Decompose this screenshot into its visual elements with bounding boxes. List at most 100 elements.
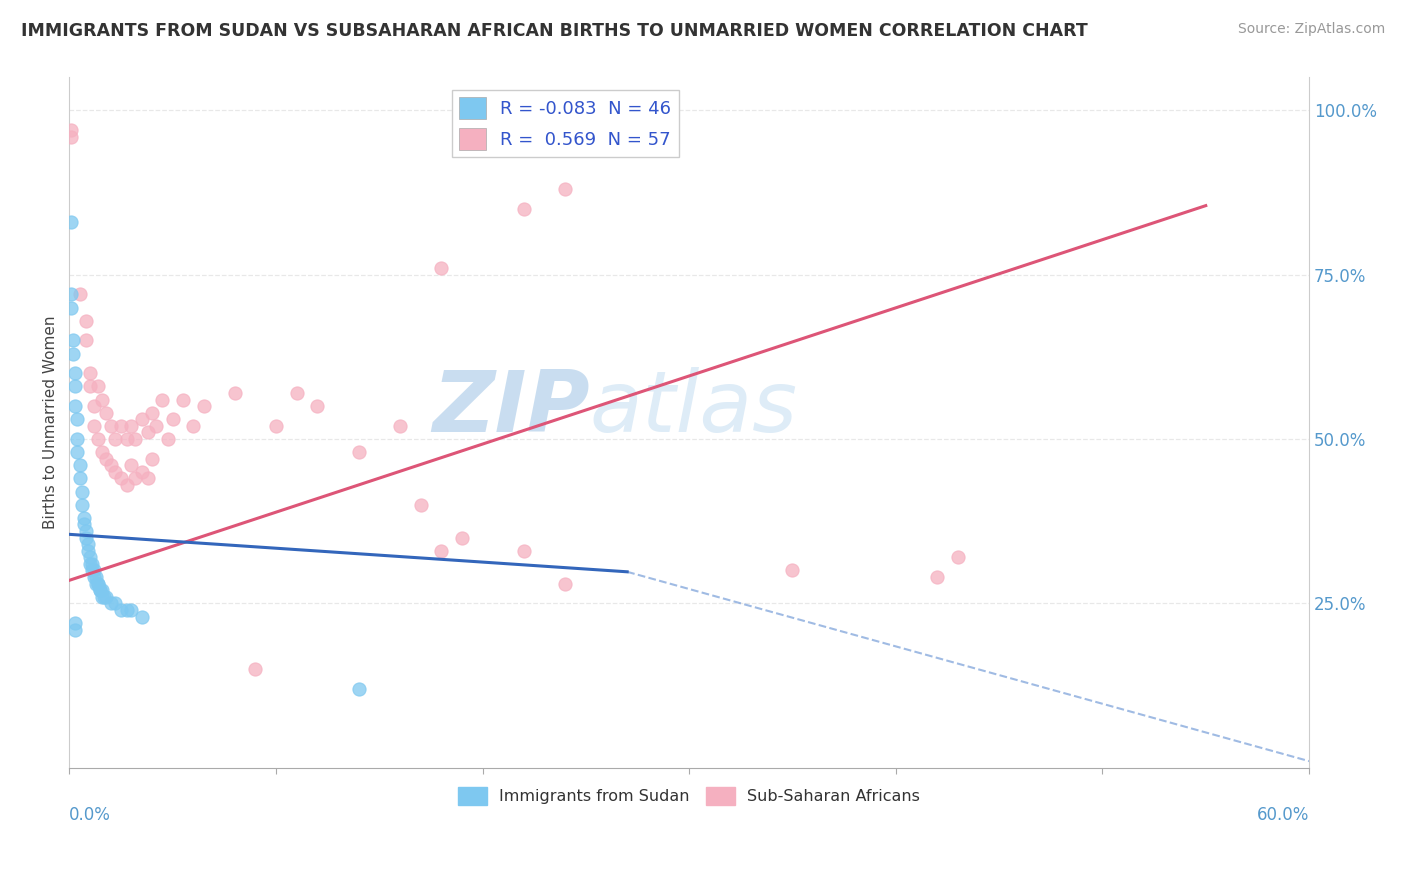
- Point: [110, 418, 132, 433]
- Point: [946, 550, 969, 565]
- Point: [100, 596, 122, 610]
- Point: [83, 418, 105, 433]
- Text: 60.0%: 60.0%: [1257, 805, 1309, 823]
- Point: [96, 590, 118, 604]
- Point: [75, 531, 97, 545]
- Point: [120, 603, 142, 617]
- Point: [96, 406, 118, 420]
- Point: [115, 478, 138, 492]
- Point: [145, 418, 167, 433]
- Point: [554, 182, 576, 196]
- Point: [75, 314, 97, 328]
- Point: [60, 129, 83, 144]
- Point: [245, 662, 267, 676]
- Point: [65, 399, 87, 413]
- Point: [83, 570, 105, 584]
- Point: [76, 537, 98, 551]
- Point: [131, 412, 153, 426]
- Point: [87, 432, 110, 446]
- Point: [79, 557, 101, 571]
- Point: [79, 366, 101, 380]
- Point: [79, 379, 101, 393]
- Point: [172, 392, 194, 407]
- Point: [80, 564, 103, 578]
- Point: [104, 465, 127, 479]
- Point: [115, 603, 138, 617]
- Point: [93, 590, 115, 604]
- Point: [115, 432, 138, 446]
- Point: [84, 570, 107, 584]
- Point: [62, 334, 84, 348]
- Point: [73, 511, 96, 525]
- Point: [83, 564, 105, 578]
- Point: [513, 543, 536, 558]
- Point: [89, 583, 111, 598]
- Text: IMMIGRANTS FROM SUDAN VS SUBSAHARAN AFRICAN BIRTHS TO UNMARRIED WOMEN CORRELATIO: IMMIGRANTS FROM SUDAN VS SUBSAHARAN AFRI…: [21, 22, 1088, 40]
- Text: 0.0%: 0.0%: [69, 805, 111, 823]
- Point: [120, 458, 142, 473]
- Point: [181, 418, 204, 433]
- Point: [75, 334, 97, 348]
- Point: [120, 418, 142, 433]
- Point: [224, 386, 246, 401]
- Point: [66, 432, 89, 446]
- Point: [285, 386, 308, 401]
- Legend: R = -0.083  N = 46, R =  0.569  N = 57: R = -0.083 N = 46, R = 0.569 N = 57: [451, 90, 679, 158]
- Point: [388, 418, 411, 433]
- Point: [87, 576, 110, 591]
- Point: [782, 564, 804, 578]
- Point: [87, 576, 110, 591]
- Point: [79, 550, 101, 565]
- Point: [124, 471, 146, 485]
- Point: [80, 557, 103, 571]
- Point: [76, 543, 98, 558]
- Point: [83, 399, 105, 413]
- Point: [91, 590, 114, 604]
- Text: atlas: atlas: [591, 368, 799, 450]
- Point: [70, 498, 93, 512]
- Point: [66, 445, 89, 459]
- Point: [69, 458, 91, 473]
- Text: Source: ZipAtlas.com: Source: ZipAtlas.com: [1237, 22, 1385, 37]
- Point: [65, 623, 87, 637]
- Point: [927, 570, 949, 584]
- Point: [264, 418, 287, 433]
- Point: [100, 418, 122, 433]
- Point: [100, 458, 122, 473]
- Point: [104, 596, 127, 610]
- Point: [162, 412, 184, 426]
- Point: [75, 524, 97, 538]
- Point: [60, 215, 83, 229]
- Point: [141, 451, 163, 466]
- Point: [430, 543, 453, 558]
- Point: [110, 471, 132, 485]
- Point: [131, 609, 153, 624]
- Point: [157, 432, 180, 446]
- Point: [513, 202, 536, 216]
- Point: [347, 681, 370, 696]
- Point: [84, 576, 107, 591]
- Point: [66, 412, 89, 426]
- Point: [65, 366, 87, 380]
- Point: [136, 425, 159, 440]
- Point: [136, 471, 159, 485]
- Point: [65, 616, 87, 631]
- Point: [91, 445, 114, 459]
- Point: [554, 576, 576, 591]
- Point: [193, 399, 215, 413]
- Point: [141, 406, 163, 420]
- Point: [124, 432, 146, 446]
- Point: [104, 432, 127, 446]
- Point: [150, 392, 173, 407]
- Text: ZIP: ZIP: [432, 368, 591, 450]
- Point: [307, 399, 329, 413]
- Point: [60, 301, 83, 315]
- Point: [73, 517, 96, 532]
- Point: [347, 445, 370, 459]
- Point: [69, 471, 91, 485]
- Point: [60, 123, 83, 137]
- Point: [87, 379, 110, 393]
- Point: [91, 392, 114, 407]
- Point: [96, 451, 118, 466]
- Point: [69, 287, 91, 301]
